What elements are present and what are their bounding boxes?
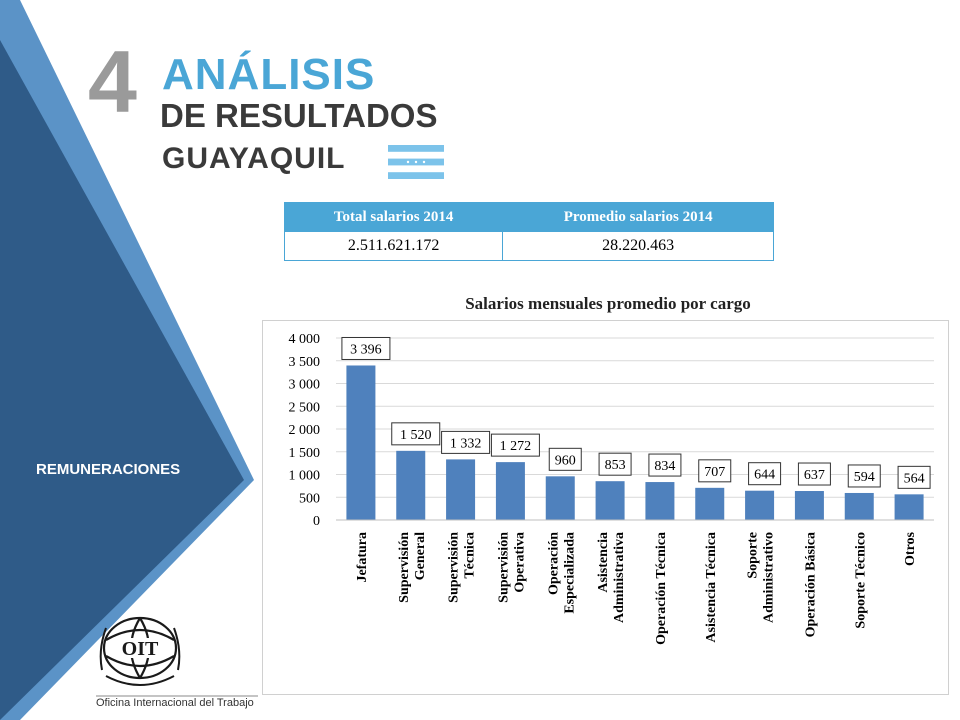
- section-label: REMUNERACIONES: [36, 461, 181, 478]
- x-tick-label: AsistenciaAdministrativa: [596, 532, 627, 623]
- data-label-box: [391, 422, 441, 446]
- data-label-box: [548, 447, 582, 471]
- bar: [745, 490, 775, 520]
- x-tick-label: Asistencia Técnica: [704, 532, 719, 643]
- data-label-box: [441, 430, 491, 454]
- bar: [695, 487, 725, 520]
- data-label-box: [490, 433, 540, 457]
- y-tick-label: 1 500: [289, 446, 321, 461]
- guayaquil-flag-icon: [388, 145, 444, 179]
- x-tick-label: SoporteAdministrativo: [746, 532, 777, 623]
- bar: [894, 494, 924, 520]
- city-title: GUAYAQUIL: [162, 142, 346, 175]
- x-tick-label: OperaciónEspecializada: [546, 532, 577, 614]
- data-label-box: [897, 465, 931, 489]
- y-tick-label: 3 000: [289, 378, 321, 393]
- data-label: 1 520: [400, 428, 432, 443]
- summary-table: Total salarios 2014 Promedio salarios 20…: [283, 202, 774, 261]
- summary-header-average: Promedio salarios 2014: [502, 202, 774, 232]
- data-label: 1 332: [450, 436, 482, 451]
- y-tick-label: 0: [313, 514, 320, 529]
- bar: [545, 476, 575, 520]
- bar: [396, 450, 426, 520]
- x-tick-label: Otros: [903, 531, 918, 566]
- x-tick-label: SupervisiónTécnica: [447, 532, 478, 603]
- y-tick-label: 1 000: [289, 469, 321, 484]
- bar: [495, 462, 525, 520]
- data-label: 960: [555, 453, 576, 468]
- data-label-box: [797, 462, 831, 486]
- data-label: 637: [804, 468, 825, 483]
- y-tick-label: 500: [299, 491, 320, 506]
- data-label: 644: [754, 468, 775, 483]
- x-tick-label: Jefatura: [355, 532, 370, 583]
- data-label: 1 272: [500, 439, 531, 454]
- x-tick-label: SupervisiónGeneral: [397, 532, 428, 603]
- data-label-box: [598, 452, 632, 476]
- logo-text: OIT: [122, 638, 159, 660]
- bar: [844, 492, 874, 520]
- y-tick-label: 4 000: [289, 332, 321, 347]
- oit-logo: OIT: [96, 616, 258, 697]
- bar: [595, 481, 625, 520]
- data-label: 834: [654, 459, 675, 474]
- summary-value-average: 28.220.463: [502, 231, 774, 261]
- x-tick-label: Soporte Técnico: [853, 532, 868, 629]
- data-label-box: [847, 464, 881, 488]
- bar: [446, 459, 476, 520]
- x-tick-label: Operación Técnica: [654, 532, 669, 645]
- bar: [645, 482, 675, 520]
- chart-title: Salarios mensuales promedio por cargo: [465, 294, 751, 313]
- y-tick-label: 2 500: [289, 400, 321, 415]
- x-tick-label: Operación Básica: [803, 532, 818, 637]
- y-tick-label: 3 500: [289, 355, 321, 370]
- logo-caption: Oficina Internacional del Trabajo: [96, 697, 254, 709]
- bar-chart: 0 500 1 000 1 500 2 000 2 500 3 000 3 500 4 000 3…: [262, 320, 949, 695]
- y-tick-label: 2 000: [289, 423, 321, 438]
- data-label-box: [748, 462, 782, 486]
- x-tick-label: SupervisiónOperativa: [496, 532, 527, 603]
- bar: [794, 491, 824, 520]
- sidebar-background: [0, 0, 254, 720]
- section-number: 4: [88, 32, 137, 131]
- summary-value-total: 2.511.621.172: [283, 231, 504, 261]
- data-label: 853: [605, 458, 626, 473]
- data-label: 3 396: [350, 342, 382, 357]
- data-label: 594: [854, 470, 875, 485]
- bar: [346, 365, 376, 520]
- data-label-box: [341, 336, 391, 360]
- data-label: 707: [704, 465, 725, 480]
- page-title: ANÁLISIS: [162, 50, 376, 99]
- data-label: 564: [904, 471, 925, 486]
- summary-header-total: Total salarios 2014: [283, 202, 504, 232]
- page-subtitle: DE RESULTADOS: [160, 97, 438, 134]
- data-label-box: [698, 459, 732, 483]
- data-label-box: [648, 453, 682, 477]
